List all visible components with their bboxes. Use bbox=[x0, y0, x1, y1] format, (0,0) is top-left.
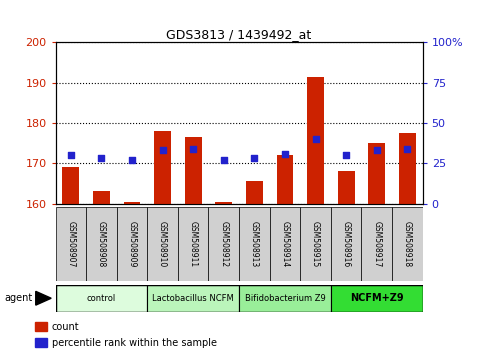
Point bbox=[281, 151, 289, 156]
Bar bbox=[62, 167, 79, 204]
Text: GSM508912: GSM508912 bbox=[219, 221, 228, 267]
Point bbox=[251, 156, 258, 161]
Text: GSM508916: GSM508916 bbox=[341, 221, 351, 267]
Text: control: control bbox=[87, 294, 116, 303]
Bar bbox=[35, 322, 46, 331]
Text: GSM508909: GSM508909 bbox=[128, 221, 137, 268]
Bar bbox=[154, 131, 171, 204]
Point bbox=[189, 146, 197, 152]
Bar bbox=[331, 207, 361, 281]
Point bbox=[159, 148, 167, 153]
Bar bbox=[56, 285, 147, 312]
Bar bbox=[86, 207, 117, 281]
Bar bbox=[117, 207, 147, 281]
Point bbox=[312, 136, 319, 142]
Text: percentile rank within the sample: percentile rank within the sample bbox=[52, 338, 217, 348]
Point bbox=[128, 157, 136, 163]
Text: count: count bbox=[52, 322, 79, 332]
Bar bbox=[209, 207, 239, 281]
Point bbox=[220, 157, 227, 163]
Bar bbox=[185, 137, 201, 204]
Bar bbox=[239, 285, 331, 312]
Bar bbox=[392, 207, 423, 281]
Bar bbox=[124, 201, 141, 204]
Polygon shape bbox=[36, 291, 51, 305]
Bar bbox=[300, 207, 331, 281]
Bar bbox=[35, 338, 46, 347]
Point bbox=[98, 156, 105, 161]
Bar bbox=[56, 207, 86, 281]
Bar bbox=[369, 143, 385, 204]
Text: GSM508907: GSM508907 bbox=[66, 221, 75, 268]
Bar bbox=[93, 192, 110, 204]
Bar bbox=[246, 181, 263, 204]
Point bbox=[342, 152, 350, 158]
Bar bbox=[361, 207, 392, 281]
Bar bbox=[270, 207, 300, 281]
Title: GDS3813 / 1439492_at: GDS3813 / 1439492_at bbox=[167, 28, 312, 41]
Text: GSM508911: GSM508911 bbox=[189, 221, 198, 267]
Bar bbox=[331, 285, 423, 312]
Text: GSM508913: GSM508913 bbox=[250, 221, 259, 267]
Text: GSM508914: GSM508914 bbox=[281, 221, 289, 267]
Text: GSM508910: GSM508910 bbox=[158, 221, 167, 267]
Text: GSM508915: GSM508915 bbox=[311, 221, 320, 267]
Bar bbox=[338, 171, 355, 204]
Bar bbox=[239, 207, 270, 281]
Bar bbox=[307, 77, 324, 204]
Bar bbox=[147, 207, 178, 281]
Point bbox=[373, 148, 381, 153]
Bar bbox=[178, 207, 209, 281]
Bar bbox=[277, 155, 293, 204]
Text: GSM508908: GSM508908 bbox=[97, 221, 106, 267]
Bar bbox=[215, 201, 232, 204]
Text: Lactobacillus NCFM: Lactobacillus NCFM bbox=[152, 294, 234, 303]
Text: NCFM+Z9: NCFM+Z9 bbox=[350, 293, 404, 303]
Point bbox=[403, 146, 411, 152]
Bar bbox=[147, 285, 239, 312]
Point bbox=[67, 152, 75, 158]
Text: GSM508918: GSM508918 bbox=[403, 221, 412, 267]
Text: Bifidobacterium Z9: Bifidobacterium Z9 bbox=[244, 294, 326, 303]
Bar bbox=[399, 133, 416, 204]
Text: agent: agent bbox=[5, 293, 33, 303]
Text: GSM508917: GSM508917 bbox=[372, 221, 381, 267]
